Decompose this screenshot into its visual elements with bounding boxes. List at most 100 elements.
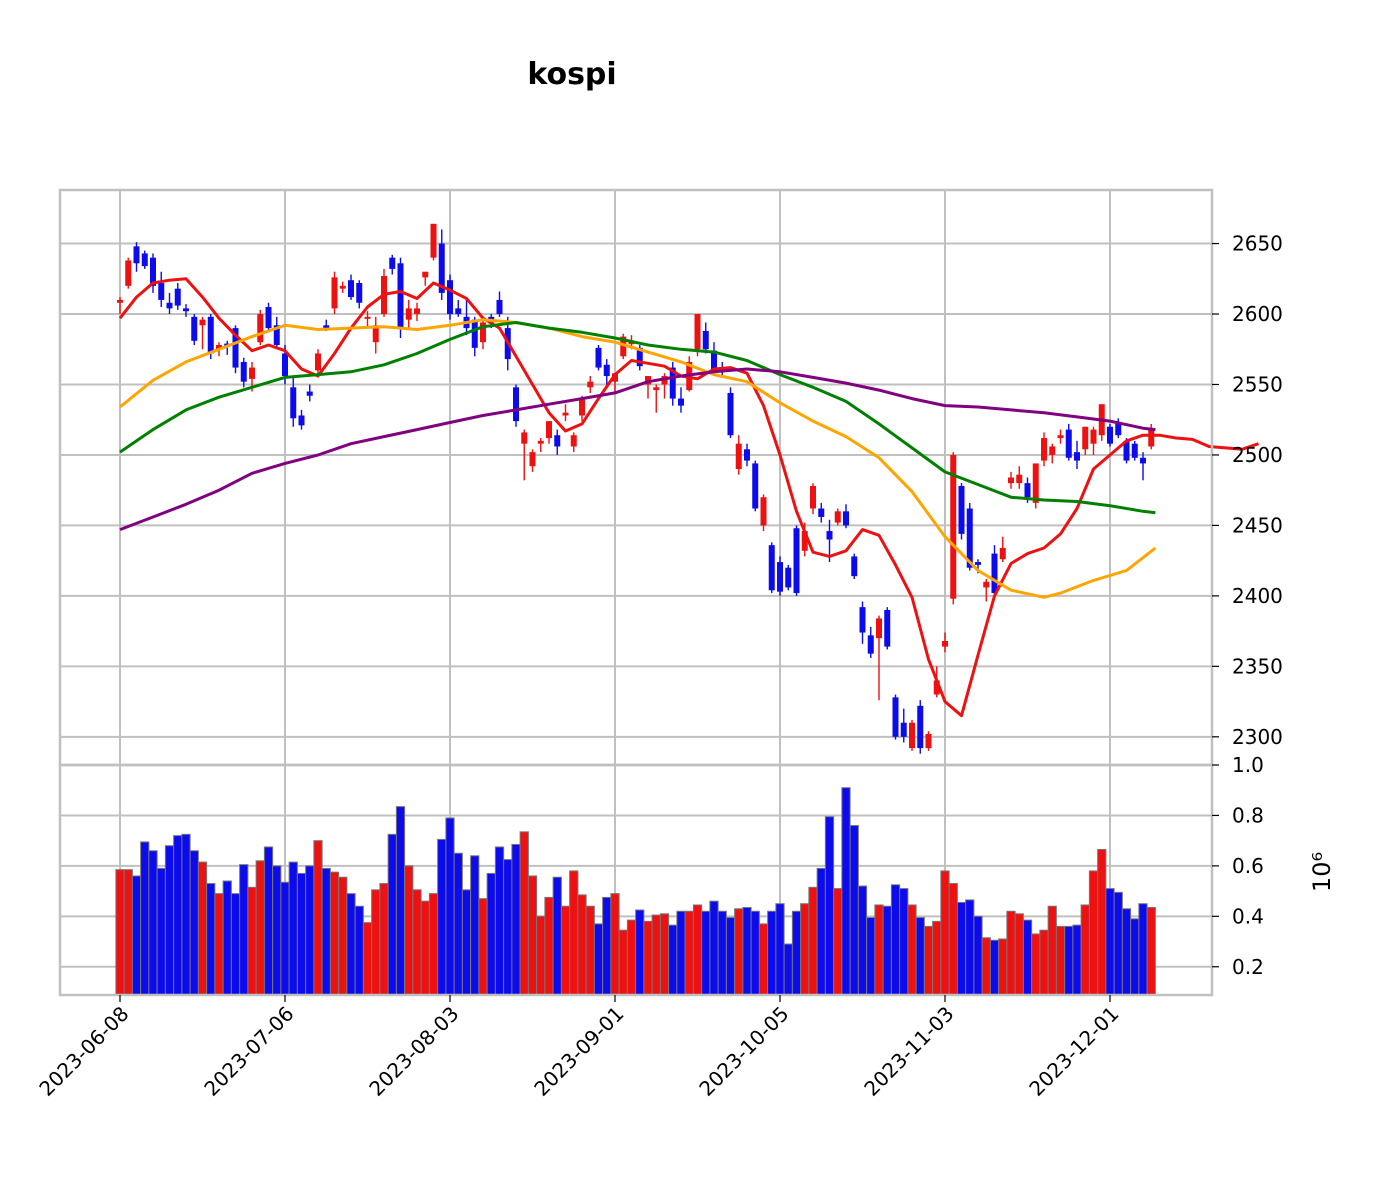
candle-body xyxy=(554,435,561,447)
volume-bar xyxy=(890,884,901,996)
volume-bar xyxy=(585,905,595,996)
moving-average-line xyxy=(118,277,1259,718)
volume-bar xyxy=(1022,919,1033,996)
candle xyxy=(265,302,272,331)
candle-body xyxy=(777,562,783,592)
price-tick-label: 2450 xyxy=(1232,513,1283,537)
volume-bar xyxy=(841,787,851,996)
volume-bar xyxy=(1055,925,1066,996)
volume-bar xyxy=(791,910,802,996)
volume-bar xyxy=(602,896,612,996)
volume-bar xyxy=(915,917,925,996)
candle-body xyxy=(1057,435,1064,439)
candle xyxy=(884,607,891,650)
volume-bar xyxy=(272,865,282,996)
candle-body xyxy=(298,415,305,426)
volume-bar xyxy=(338,876,348,996)
x-tick-label: 2023-12-01 xyxy=(1024,1002,1123,1101)
volume-bar xyxy=(173,835,183,996)
candle-body xyxy=(587,381,594,388)
candle xyxy=(983,578,990,602)
volume-bar xyxy=(775,903,785,996)
candle xyxy=(909,719,915,751)
volume-bar xyxy=(684,910,694,996)
volume-bar xyxy=(371,889,381,996)
volume-bar xyxy=(1064,925,1074,996)
candle-body xyxy=(752,463,759,509)
candle xyxy=(950,452,957,605)
volume-bar xyxy=(560,905,571,996)
volume-bar xyxy=(1006,910,1016,996)
volume-bar xyxy=(709,900,719,996)
volume-bar xyxy=(808,886,818,996)
candle-body xyxy=(521,432,528,444)
moving-average-line xyxy=(119,318,1157,599)
volume-bar xyxy=(750,910,760,996)
candle xyxy=(1140,452,1146,481)
candle xyxy=(793,525,800,596)
candle xyxy=(843,504,849,529)
price-tick-label: 2400 xyxy=(1232,584,1283,608)
candle-body xyxy=(612,373,618,382)
candle-body xyxy=(174,288,181,306)
volume-bar xyxy=(610,893,620,996)
volume-bar xyxy=(717,910,727,996)
candle-body xyxy=(958,485,965,534)
candle-body xyxy=(249,367,255,379)
volume-bar xyxy=(1088,870,1099,996)
candle xyxy=(364,311,371,329)
volume-bar xyxy=(1138,903,1148,996)
candle xyxy=(471,316,478,357)
candle-body xyxy=(1148,429,1155,447)
candle-body xyxy=(950,454,957,599)
volume-bar xyxy=(189,850,199,996)
candle xyxy=(1016,466,1023,489)
candle xyxy=(917,700,924,754)
candle-body xyxy=(323,325,330,329)
candle-body xyxy=(372,325,379,343)
candle-body xyxy=(925,733,932,749)
candle xyxy=(529,449,536,472)
candle xyxy=(372,316,379,354)
moving-average-line xyxy=(119,367,1156,532)
candle-body xyxy=(826,531,833,540)
candle xyxy=(645,376,651,399)
candle-body xyxy=(983,581,990,588)
candle xyxy=(133,242,140,272)
price-tick-label: 2500 xyxy=(1232,443,1283,467)
candle xyxy=(603,359,610,388)
candle-body xyxy=(348,280,354,298)
candle xyxy=(150,253,156,293)
candle-body xyxy=(999,547,1006,560)
candle-body xyxy=(430,223,437,258)
volume-bar xyxy=(263,846,274,996)
volume-bar xyxy=(362,922,373,996)
candle-body xyxy=(216,345,222,350)
candle-body xyxy=(702,330,709,350)
candle-body xyxy=(768,545,775,591)
candle xyxy=(166,292,173,315)
candle xyxy=(760,494,767,532)
volume-bar xyxy=(643,920,653,996)
candle-body xyxy=(1032,463,1039,503)
volume-bar xyxy=(659,913,670,996)
volume-bar xyxy=(420,900,430,996)
volume-bar xyxy=(305,865,315,996)
candle xyxy=(1049,443,1056,464)
candle xyxy=(810,483,816,515)
candle-body xyxy=(1049,446,1056,455)
candle xyxy=(735,435,742,475)
candle xyxy=(447,274,453,320)
candle xyxy=(290,377,297,427)
volume-bar xyxy=(1072,924,1082,996)
moving-averages xyxy=(118,277,1259,718)
candle-body xyxy=(480,322,486,343)
candle-body xyxy=(422,271,429,278)
candle-body xyxy=(909,722,915,749)
volume-bar xyxy=(981,937,991,996)
candle xyxy=(752,460,759,512)
candle xyxy=(859,601,866,644)
candles xyxy=(117,223,1155,754)
candle xyxy=(785,564,792,591)
